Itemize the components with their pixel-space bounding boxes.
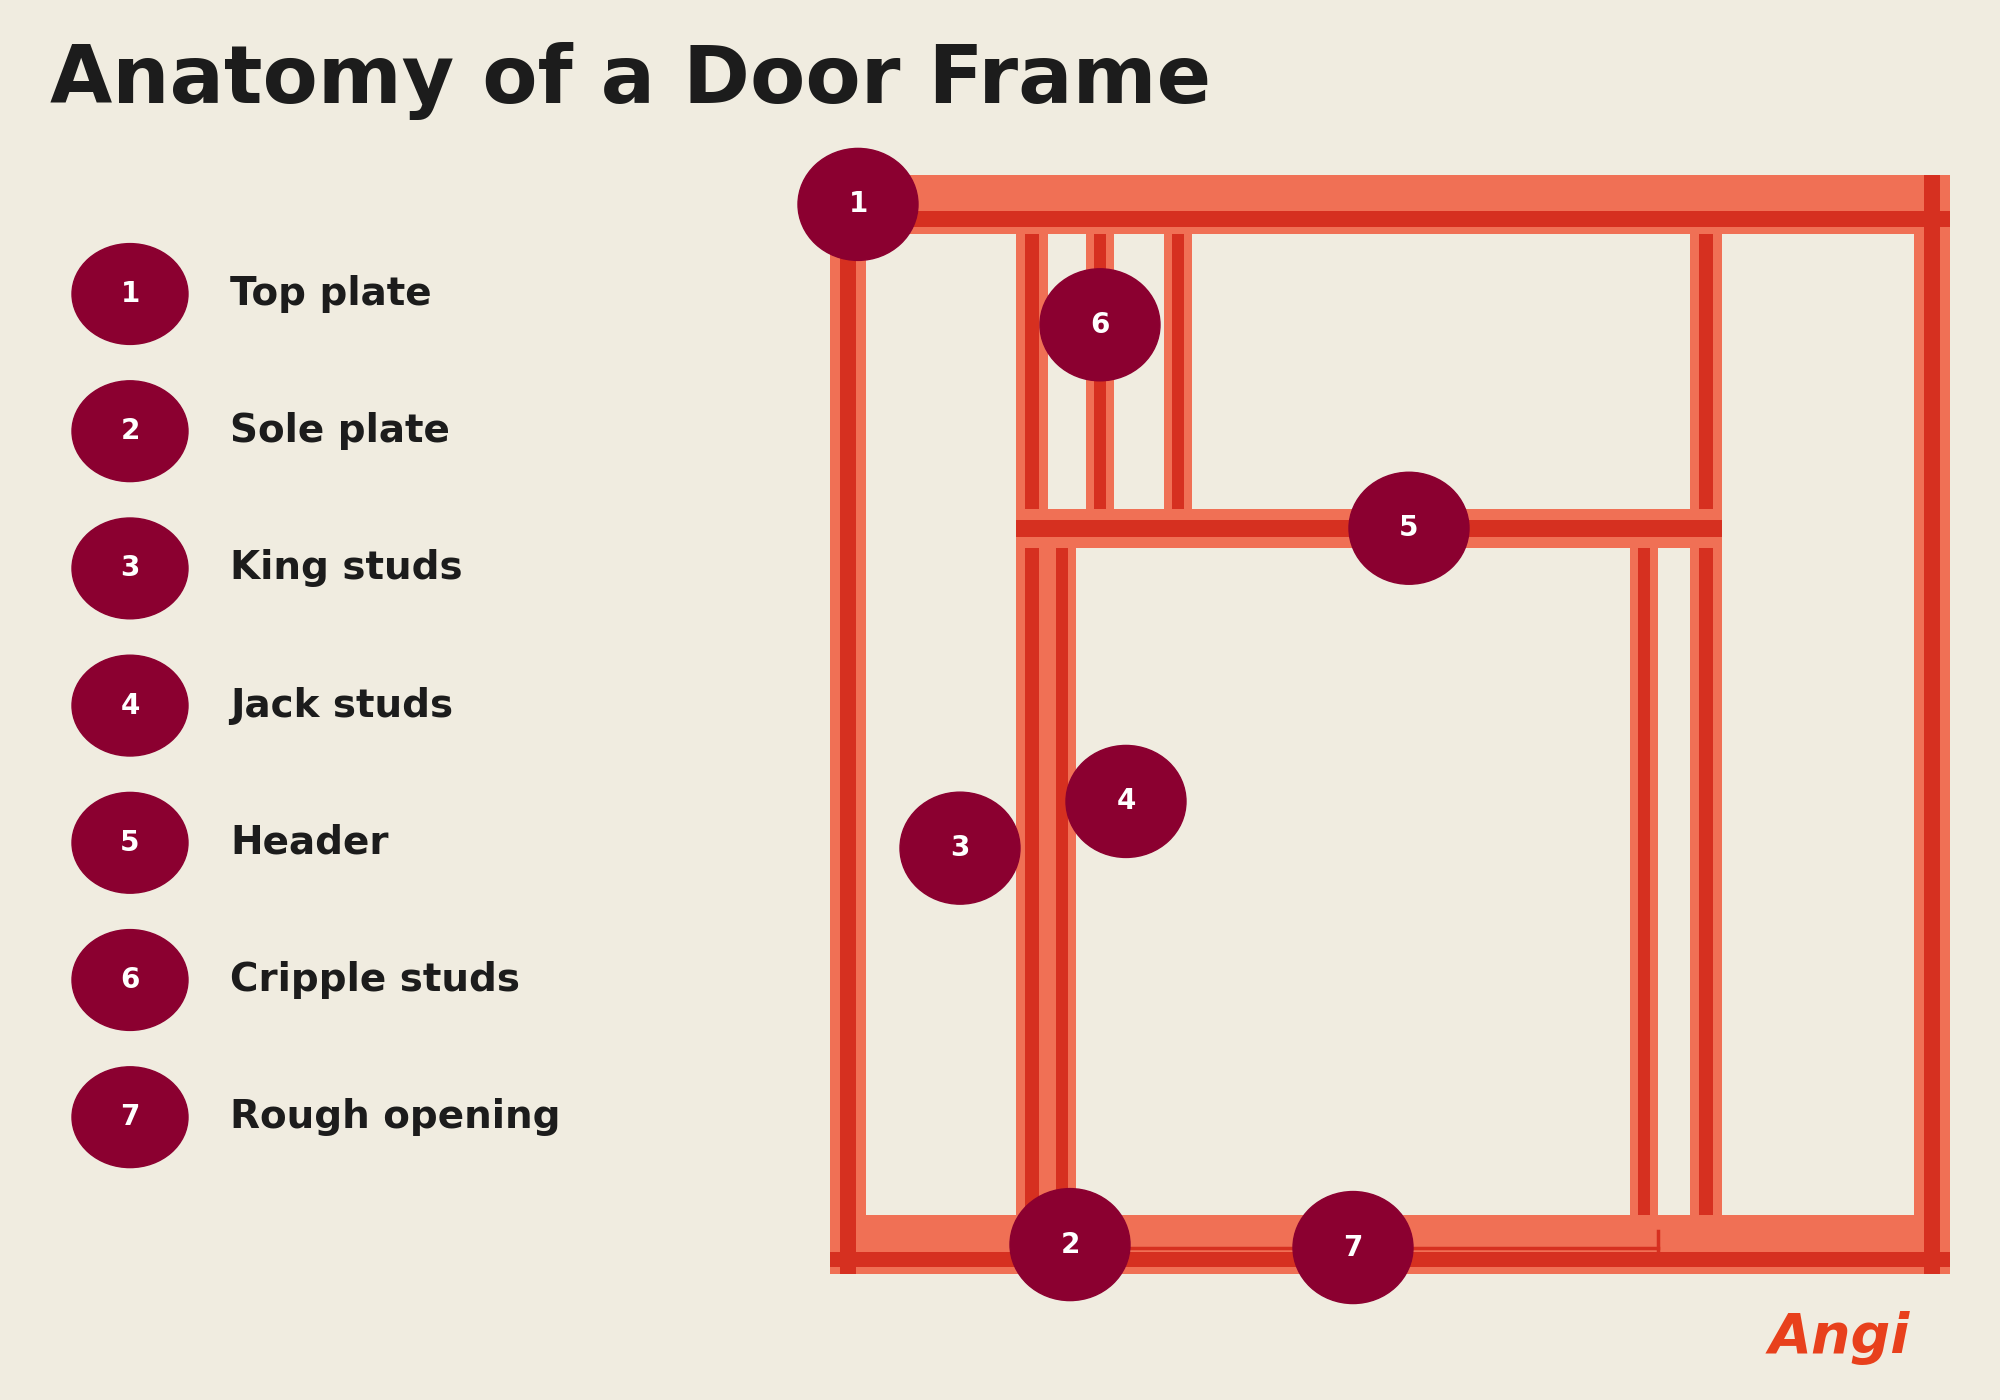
Text: 1: 1 — [848, 190, 868, 218]
Polygon shape — [1056, 547, 1068, 1215]
Polygon shape — [1016, 508, 1722, 547]
Polygon shape — [1924, 175, 1940, 1274]
Ellipse shape — [1040, 269, 1160, 381]
Ellipse shape — [798, 148, 918, 260]
Polygon shape — [830, 1215, 1950, 1274]
Polygon shape — [1630, 547, 1658, 1215]
Ellipse shape — [1010, 1189, 1130, 1301]
Polygon shape — [1690, 234, 1722, 1215]
Ellipse shape — [900, 792, 1020, 904]
Polygon shape — [1638, 547, 1650, 1215]
Polygon shape — [840, 175, 856, 1274]
Polygon shape — [1094, 234, 1106, 508]
Polygon shape — [1172, 234, 1184, 508]
Text: Header: Header — [230, 823, 388, 862]
Text: 6: 6 — [120, 966, 140, 994]
Ellipse shape — [72, 930, 188, 1030]
Polygon shape — [1048, 547, 1076, 1215]
Text: Cripple studs: Cripple studs — [230, 960, 520, 1000]
Ellipse shape — [72, 1067, 188, 1168]
Text: Rough opening: Rough opening — [230, 1098, 560, 1137]
Text: 3: 3 — [120, 554, 140, 582]
Text: Angi: Angi — [1768, 1310, 1910, 1365]
Ellipse shape — [1292, 1191, 1412, 1303]
Polygon shape — [830, 175, 1950, 234]
Text: Anatomy of a Door Frame: Anatomy of a Door Frame — [50, 42, 1212, 120]
Text: 5: 5 — [1400, 514, 1418, 542]
Polygon shape — [1914, 175, 1950, 1274]
Polygon shape — [1086, 234, 1114, 508]
Text: 7: 7 — [1344, 1233, 1362, 1261]
Ellipse shape — [72, 518, 188, 619]
Text: 7: 7 — [120, 1103, 140, 1131]
Text: 3: 3 — [950, 834, 970, 862]
Text: 1: 1 — [120, 280, 140, 308]
Text: Jack studs: Jack studs — [230, 686, 454, 725]
Polygon shape — [1164, 234, 1192, 508]
Text: 4: 4 — [120, 692, 140, 720]
Ellipse shape — [72, 792, 188, 893]
Polygon shape — [830, 1252, 1950, 1267]
Polygon shape — [1016, 519, 1722, 526]
Polygon shape — [830, 175, 866, 1274]
Text: 2: 2 — [120, 417, 140, 445]
Text: 2: 2 — [1060, 1231, 1080, 1259]
Polygon shape — [1016, 234, 1048, 1215]
Polygon shape — [1024, 234, 1040, 1215]
Text: 6: 6 — [1090, 311, 1110, 339]
Text: King studs: King studs — [230, 549, 462, 588]
Ellipse shape — [72, 381, 188, 482]
Polygon shape — [830, 211, 1950, 227]
Text: Top plate: Top plate — [230, 274, 432, 314]
Polygon shape — [1016, 519, 1722, 536]
Text: Sole plate: Sole plate — [230, 412, 450, 451]
Ellipse shape — [72, 655, 188, 756]
Ellipse shape — [1066, 745, 1186, 857]
Text: 4: 4 — [1116, 787, 1136, 815]
Ellipse shape — [1348, 472, 1468, 584]
Ellipse shape — [72, 244, 188, 344]
Polygon shape — [1698, 234, 1714, 1215]
Text: 5: 5 — [120, 829, 140, 857]
